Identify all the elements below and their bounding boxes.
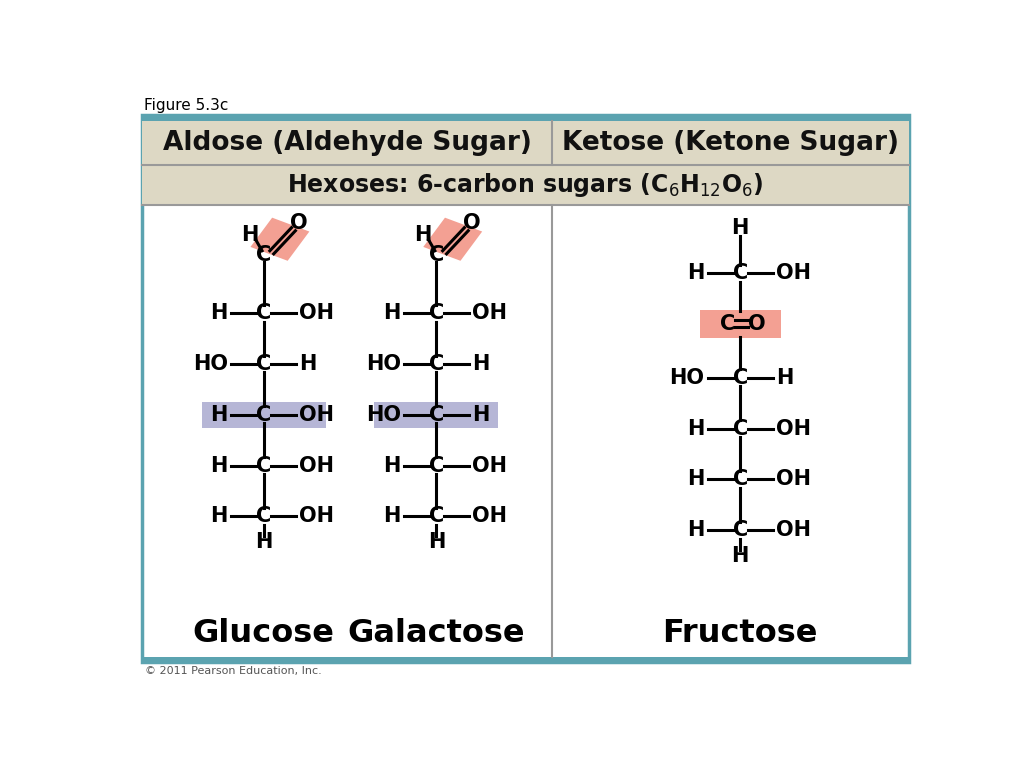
Text: Fructose: Fructose	[663, 618, 818, 649]
Text: C: C	[256, 246, 271, 266]
Text: Hexoses: 6-carbon sugars (C$_6$H$_{12}$O$_6$): Hexoses: 6-carbon sugars (C$_6$H$_{12}$O…	[288, 171, 764, 200]
FancyBboxPatch shape	[699, 310, 781, 338]
Text: OH: OH	[299, 405, 334, 425]
Bar	[142, 121, 909, 165]
Text: C: C	[732, 520, 748, 541]
Text: H: H	[241, 225, 258, 246]
Text: Aldose (Aldehyde Sugar): Aldose (Aldehyde Sugar)	[163, 130, 531, 156]
Text: H: H	[211, 455, 228, 475]
Text: H: H	[383, 303, 400, 323]
Text: H: H	[687, 263, 705, 283]
Text: OH: OH	[299, 455, 334, 475]
Text: H: H	[299, 354, 316, 374]
Text: C: C	[429, 303, 444, 323]
Text: O: O	[749, 314, 766, 334]
Text: Figure 5.3c: Figure 5.3c	[143, 98, 228, 114]
Text: HO: HO	[366, 354, 400, 374]
Text: H: H	[687, 419, 705, 439]
Text: C: C	[256, 354, 271, 374]
Text: C: C	[256, 455, 271, 475]
Text: H: H	[414, 225, 431, 246]
Text: OH: OH	[472, 455, 507, 475]
Text: C: C	[429, 354, 444, 374]
Text: C: C	[256, 405, 271, 425]
Text: HO: HO	[366, 405, 400, 425]
FancyBboxPatch shape	[375, 402, 499, 428]
Text: H: H	[731, 546, 749, 566]
Text: H: H	[211, 405, 228, 425]
Text: OH: OH	[299, 303, 334, 323]
Text: Ketose (Ketone Sugar): Ketose (Ketone Sugar)	[562, 130, 899, 156]
Text: OH: OH	[776, 520, 811, 541]
Text: C: C	[732, 368, 748, 388]
Text: O: O	[463, 213, 481, 233]
Text: H: H	[472, 405, 489, 425]
Text: OH: OH	[299, 506, 334, 526]
Text: H: H	[383, 506, 400, 526]
Text: O: O	[291, 213, 308, 233]
Text: OH: OH	[472, 506, 507, 526]
Text: H: H	[687, 520, 705, 541]
FancyBboxPatch shape	[202, 402, 326, 428]
Bar	[142, 115, 909, 121]
Text: OH: OH	[776, 263, 811, 283]
Text: OH: OH	[776, 469, 811, 489]
Text: OH: OH	[472, 303, 507, 323]
Text: C: C	[429, 405, 444, 425]
Text: H: H	[255, 531, 272, 552]
Text: HO: HO	[670, 368, 705, 388]
Text: H: H	[211, 303, 228, 323]
Bar	[142, 165, 909, 205]
Text: C: C	[732, 419, 748, 439]
Text: H: H	[687, 469, 705, 489]
Polygon shape	[423, 217, 482, 261]
Text: C: C	[732, 263, 748, 283]
Text: Galactose: Galactose	[348, 618, 525, 649]
Text: H: H	[428, 531, 445, 552]
Text: C: C	[256, 303, 271, 323]
Text: H: H	[472, 354, 489, 374]
Text: © 2011 Pearson Education, Inc.: © 2011 Pearson Education, Inc.	[145, 666, 322, 676]
Text: C: C	[429, 506, 444, 526]
Text: H: H	[731, 218, 749, 238]
Polygon shape	[251, 217, 309, 261]
Text: C: C	[256, 506, 271, 526]
Text: H: H	[383, 455, 400, 475]
Bar	[142, 657, 909, 662]
Text: HO: HO	[193, 354, 228, 374]
Text: C: C	[732, 469, 748, 489]
Text: H: H	[776, 368, 794, 388]
Text: C: C	[720, 314, 735, 334]
Text: Glucose: Glucose	[193, 618, 335, 649]
Text: C: C	[429, 455, 444, 475]
Text: OH: OH	[776, 419, 811, 439]
Text: H: H	[211, 506, 228, 526]
Text: C: C	[429, 246, 444, 266]
